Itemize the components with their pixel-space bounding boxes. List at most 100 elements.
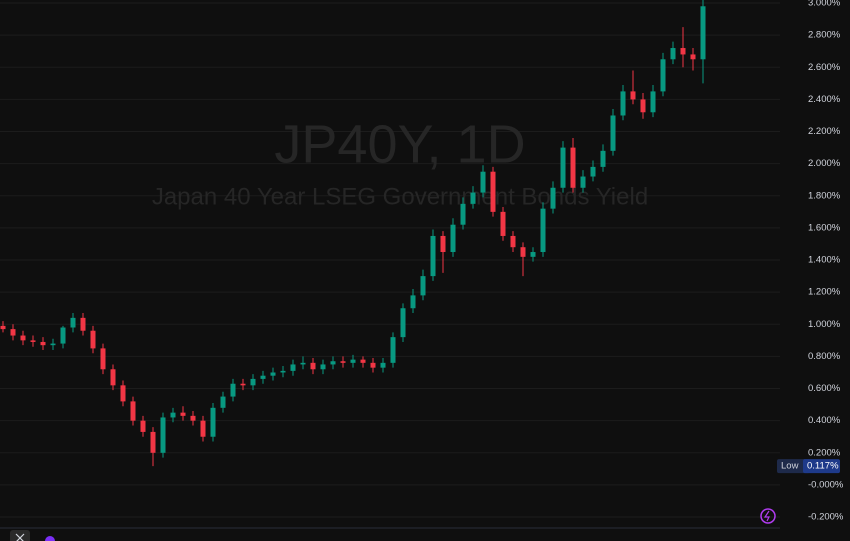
y-tick-label: 2.200% [808,126,841,137]
candle-body [100,348,106,370]
candle-body [70,317,76,328]
candle-body [420,276,426,296]
low-marker-value: 0.117% [807,461,839,472]
candle-body [120,385,126,402]
candle-body [450,224,456,253]
candle-body [260,375,266,379]
candle-body [410,295,416,309]
candle-body [390,337,396,363]
y-tick-label: 2.400% [808,94,841,105]
candle-body [190,415,196,421]
y-tick-label: 1.200% [808,287,841,298]
y-tick-label: 1.800% [808,190,841,201]
candle-body [630,91,636,100]
low-marker-bg [777,459,810,474]
candle-body [240,383,246,386]
candle-body [300,362,306,365]
candle-body [0,325,6,330]
candle-body [600,150,606,167]
candle-body [40,341,46,346]
candle-body [430,235,436,277]
watermark-subtitle: Japan 40 Year LSEG Government Bonds Yiel… [152,183,648,210]
candle-body [280,370,286,373]
alert-icon[interactable] [760,508,776,524]
candle-body [700,6,706,60]
candle-body [80,317,86,331]
candle-body [350,359,356,363]
candle-body [90,330,96,349]
y-tick-label: 0.400% [808,415,841,426]
candle-body [310,362,316,370]
y-tick-label: 0.200% [808,447,841,458]
candle-body [220,396,226,408]
low-marker-value-bg [803,459,840,474]
candle-body [620,91,626,116]
candle-body [660,59,666,92]
candle-body [380,362,386,368]
candle-body [360,359,366,363]
candle-body [440,235,446,253]
candle-body [670,48,676,60]
candle-body [500,211,506,236]
candle-body [520,247,526,257]
candle-body [590,166,596,177]
y-tick-label: 0.800% [808,351,841,362]
candle-body [10,329,16,336]
candle-body [170,412,176,418]
watermark-title: JP40Y, 1D [274,114,525,174]
candle-body [560,147,566,188]
candle-body [640,99,646,113]
candle-body [130,401,136,421]
y-tick-label: 1.600% [808,222,841,233]
low-marker-label: Low [781,461,799,472]
candle-body [30,340,36,342]
candle-body [290,364,296,371]
candle-body [180,412,186,416]
y-tick-label: 2.600% [808,62,841,73]
candle-body [540,208,546,253]
candle-body [400,308,406,338]
app-icon[interactable] [45,536,55,541]
candle-body [230,383,236,397]
candle-body [210,407,216,437]
candle-body [490,171,496,212]
y-tick-label: 1.000% [808,319,841,330]
y-tick-label: 1.400% [808,255,841,266]
y-tick-label: 2.800% [808,30,841,41]
candle-body [140,420,146,432]
y-tick-label: 2.000% [808,158,841,169]
y-tick-label: 0.600% [808,383,841,394]
candle-body [20,335,26,341]
candle-body [510,235,516,248]
y-tick-label: -0.200% [808,512,844,523]
candle-body [530,252,536,257]
candle-body [320,364,326,370]
candle-body [690,54,696,60]
candle-body [110,369,116,386]
candle-body [550,187,556,209]
candle-body [610,115,616,151]
candle-body [200,420,206,437]
candle-body [680,48,686,55]
candle-body [150,431,156,453]
candle-body [160,417,166,453]
y-tick-label: 3.000% [808,0,841,9]
candle-body [650,91,656,113]
candle-body [340,361,346,363]
candle-body [270,372,276,376]
candle-body [370,362,376,368]
candle-body [60,327,66,344]
candle-body [570,147,576,188]
candle-body [480,171,486,193]
candle-body [460,203,466,225]
candle-body [580,176,586,188]
candle-body [330,361,336,365]
candle-body [250,378,256,386]
candle-body [50,343,56,346]
bolt-icon [763,510,770,522]
y-tick-label: -0.000% [808,479,844,490]
candle-body [470,192,476,204]
close-button[interactable] [10,530,30,541]
